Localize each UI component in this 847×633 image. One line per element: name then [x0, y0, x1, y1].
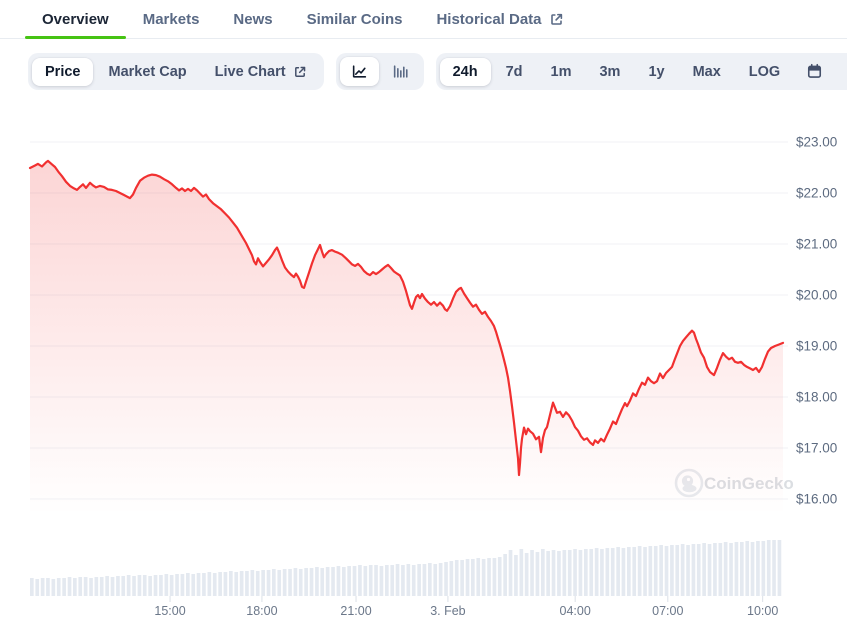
chart-type-segmented-control — [335, 53, 424, 90]
svg-text:3. Feb: 3. Feb — [430, 604, 465, 618]
metric-segmented-control: Price Market Cap Live Chart — [28, 53, 324, 90]
tab-overview-label: Overview — [42, 10, 109, 28]
live-chart-button-label: Live Chart — [214, 63, 286, 80]
line-chart-button[interactable] — [339, 57, 379, 86]
svg-text:07:00: 07:00 — [652, 604, 683, 618]
svg-text:10:00: 10:00 — [747, 604, 778, 618]
range-3m-button[interactable]: 3m — [586, 58, 633, 86]
svg-text:$16.00: $16.00 — [796, 492, 837, 507]
range-max-button[interactable]: Max — [680, 58, 734, 86]
svg-text:$23.00: $23.00 — [796, 135, 837, 150]
y-axis-labels: $23.00 $22.00 $21.00 $20.00 $19.00 $18.00 $17.… — [796, 135, 837, 507]
tab-overview[interactable]: Overview — [25, 0, 126, 39]
external-link-icon — [549, 12, 564, 27]
tab-similar-coins-label: Similar Coins — [306, 10, 403, 28]
tab-news-label: News — [233, 10, 273, 28]
download-button[interactable] — [836, 57, 847, 86]
svg-text:$22.00: $22.00 — [796, 186, 837, 201]
range-24h-label: 24h — [452, 63, 478, 80]
svg-text:04:00: 04:00 — [560, 604, 591, 618]
svg-text:15:00: 15:00 — [154, 604, 185, 618]
chart-toolbar: Price Market Cap Live Chart — [28, 53, 847, 90]
tab-markets-label: Markets — [142, 10, 200, 28]
range-1m-button[interactable]: 1m — [538, 58, 585, 86]
log-scale-button[interactable]: LOG — [736, 58, 793, 86]
candlestick-chart-icon — [392, 63, 409, 80]
range-1y-button[interactable]: 1y — [635, 58, 677, 86]
range-1y-label: 1y — [648, 63, 665, 80]
log-scale-label: LOG — [748, 63, 781, 80]
live-chart-button[interactable]: Live Chart — [202, 58, 320, 86]
range-1m-label: 1m — [550, 63, 572, 80]
tab-similar-coins[interactable]: Similar Coins — [290, 0, 420, 38]
section-tabs: Overview Markets News Similar Coins Hist… — [0, 0, 847, 39]
candlestick-chart-button[interactable] — [381, 57, 420, 86]
svg-text:$18.00: $18.00 — [796, 390, 837, 405]
range-3m-label: 3m — [599, 63, 621, 80]
svg-text:$17.00: $17.00 — [796, 441, 837, 456]
range-7d-button[interactable]: 7d — [493, 58, 536, 86]
volume-bars — [30, 540, 782, 596]
market-cap-button-label: Market Cap — [108, 63, 187, 80]
tab-historical-data-label: Historical Data — [436, 10, 542, 28]
svg-text:$20.00: $20.00 — [796, 288, 837, 303]
svg-text:21:00: 21:00 — [340, 604, 371, 618]
tab-historical-data[interactable]: Historical Data — [419, 0, 580, 38]
market-cap-button[interactable]: Market Cap — [95, 58, 199, 86]
price-line — [28, 159, 785, 477]
svg-text:18:00: 18:00 — [246, 604, 277, 618]
price-button-label: Price — [45, 63, 81, 80]
tab-markets[interactable]: Markets — [126, 0, 217, 38]
range-segmented-control: 24h 7d 1m 3m 1y Max LOG — [435, 53, 847, 90]
calendar-button[interactable] — [795, 57, 834, 86]
x-axis-labels: 15:00 18:00 21:00 3. Feb 04:00 07:00 10:00 — [154, 596, 778, 618]
range-24h-button[interactable]: 24h — [439, 57, 491, 86]
range-7d-label: 7d — [505, 63, 523, 80]
calendar-icon — [806, 63, 823, 80]
active-tab-underline — [25, 36, 126, 39]
svg-text:$21.00: $21.00 — [796, 237, 837, 252]
price-area-fill — [30, 160, 783, 520]
range-max-label: Max — [692, 63, 721, 80]
line-chart-icon — [351, 63, 368, 80]
price-button[interactable]: Price — [32, 57, 94, 86]
svg-text:$19.00: $19.00 — [796, 339, 837, 354]
tab-news[interactable]: News — [216, 0, 289, 38]
external-link-icon — [293, 65, 307, 79]
